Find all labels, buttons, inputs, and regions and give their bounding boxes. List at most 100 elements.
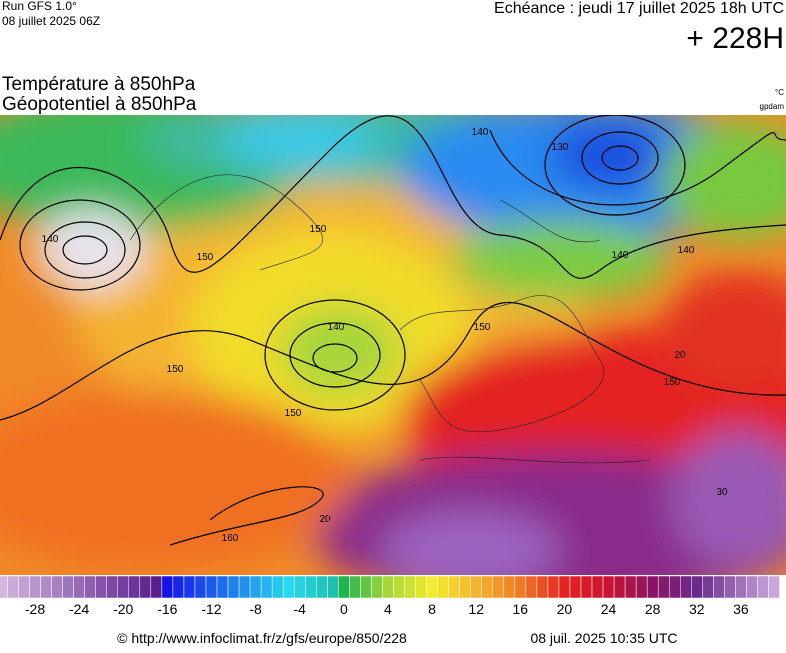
colorbar-swatch (735, 575, 747, 599)
title-temperature: Température à 850hPa (2, 74, 196, 95)
colorbar-swatch (349, 575, 361, 599)
colorbar-swatch (503, 575, 516, 599)
colorbar-label: 0 (340, 601, 348, 617)
colorbar-swatch (668, 575, 681, 599)
colorbar-swatch (702, 575, 714, 599)
run-date: 08 juillet 2025 06Z (2, 14, 100, 28)
colorbar-swatch (238, 575, 251, 599)
colorbar-label: -4 (293, 601, 306, 617)
colorbar-swatch (29, 575, 41, 599)
colorbar-swatch (106, 575, 118, 599)
colorbar-swatch (713, 575, 725, 599)
colorbar-swatch (448, 575, 460, 599)
colorbar-swatch (260, 575, 273, 599)
colorbar-swatch (635, 575, 648, 599)
colorbar-swatch (602, 575, 615, 599)
colorbar-swatch (404, 575, 416, 599)
colorbar-swatch (62, 575, 74, 599)
colorbar-swatch (768, 575, 780, 599)
valid-time: Echéance : jeudi 17 juillet 2025 18h UTC (494, 0, 784, 17)
colorbar-swatch (393, 575, 405, 599)
contour-label: 20 (674, 350, 686, 361)
colorbar-label: 28 (645, 601, 661, 617)
colorbar-swatch (338, 575, 350, 599)
colorbar-swatch (139, 575, 152, 599)
colorbar-swatch (591, 575, 604, 599)
colorbar-swatch (216, 575, 229, 599)
colorbar-swatch (757, 575, 769, 599)
title-geopotential: Géopotentiel à 850hPa (2, 94, 197, 115)
lead-time: + 228H (686, 22, 784, 55)
colorbar-swatch (305, 575, 317, 599)
colorbar-swatch (117, 575, 130, 599)
contour-label: 160 (222, 533, 239, 544)
colorbar-swatch (691, 575, 703, 599)
map (0, 115, 786, 575)
contour-label: 140 (678, 245, 695, 256)
colorbar-swatch (371, 575, 383, 599)
colorbar: -28 -24 -20 -16 -12 -8 -4 0 4 8 12 16 20 24 28 32 36 (0, 575, 780, 617)
colorbar-swatch (470, 575, 482, 599)
colorbar-swatch (569, 575, 582, 599)
colorbar-swatch (646, 575, 659, 599)
colorbar-swatch (150, 575, 163, 599)
colorbar-swatch (227, 575, 240, 599)
colorbar-swatch (724, 575, 736, 599)
contour-labels: 140 150 150 150 150 140 150 160 140 130 140 150 140 2… (42, 127, 728, 544)
colorbar-swatch (95, 575, 107, 599)
colorbar-label: 24 (601, 601, 617, 617)
colorbar-swatch (580, 575, 593, 599)
colorbar-swatch (51, 575, 63, 599)
colorbar-swatch (680, 575, 692, 599)
contour-label: 30 (716, 487, 728, 498)
colorbar-label: 16 (513, 601, 529, 617)
colorbar-swatch (128, 575, 141, 599)
colorbar-swatch (18, 575, 30, 599)
contour-label: 150 (474, 322, 491, 333)
colorbar-swatch (40, 575, 52, 599)
colorbar-label: -8 (249, 601, 262, 617)
colorbar-swatch (183, 575, 196, 599)
colorbar-swatch (459, 575, 471, 599)
colorbar-swatch (316, 575, 328, 599)
colorbar-swatch (657, 575, 670, 599)
colorbar-label: 8 (428, 601, 436, 617)
contour-label: 140 (328, 322, 345, 333)
colorbar-swatch (282, 575, 295, 599)
colorbar-swatch (327, 575, 339, 599)
colorbar-label: -12 (201, 601, 221, 617)
source: © http://www.infoclimat.fr/z/gfs/europe/… (117, 630, 407, 646)
contour-label: 20 (319, 514, 331, 525)
colorbar-swatch (624, 575, 637, 599)
run: Run GFS 1.0° (2, 0, 77, 13)
colorbar-label: 32 (689, 601, 705, 617)
colorbar-label: 20 (557, 601, 573, 617)
colorbar-swatch (492, 575, 505, 599)
colorbar-label: -20 (113, 601, 133, 617)
colorbar-swatch (172, 575, 185, 599)
unit-geopotential: gpdam (760, 102, 785, 111)
colorbar-swatch (415, 575, 427, 599)
contour-label: 150 (664, 377, 681, 388)
colorbar-label: -24 (69, 601, 89, 617)
colorbar-swatch (746, 575, 758, 599)
colorbar-swatch (161, 575, 174, 599)
contour-label: 150 (285, 408, 302, 419)
colorbar-swatch (514, 575, 527, 599)
contour-label: 140 (472, 127, 489, 138)
colorbar-label: -28 (25, 601, 45, 617)
colorbar-label: 36 (733, 601, 749, 617)
colorbar-swatch (249, 575, 262, 599)
colorbar-label: 4 (384, 601, 392, 617)
contour-label: 130 (552, 142, 569, 153)
colorbar-swatch (426, 575, 438, 599)
colorbar-swatch (613, 575, 626, 599)
colorbar-swatch (84, 575, 96, 599)
colorbar-swatch (437, 575, 449, 599)
colorbar-swatch (194, 575, 207, 599)
colorbar-swatch (382, 575, 394, 599)
colorbar-swatch (7, 575, 19, 599)
generated: 08 juil. 2025 10:35 UTC (530, 630, 677, 646)
colorbar-swatch (360, 575, 372, 599)
